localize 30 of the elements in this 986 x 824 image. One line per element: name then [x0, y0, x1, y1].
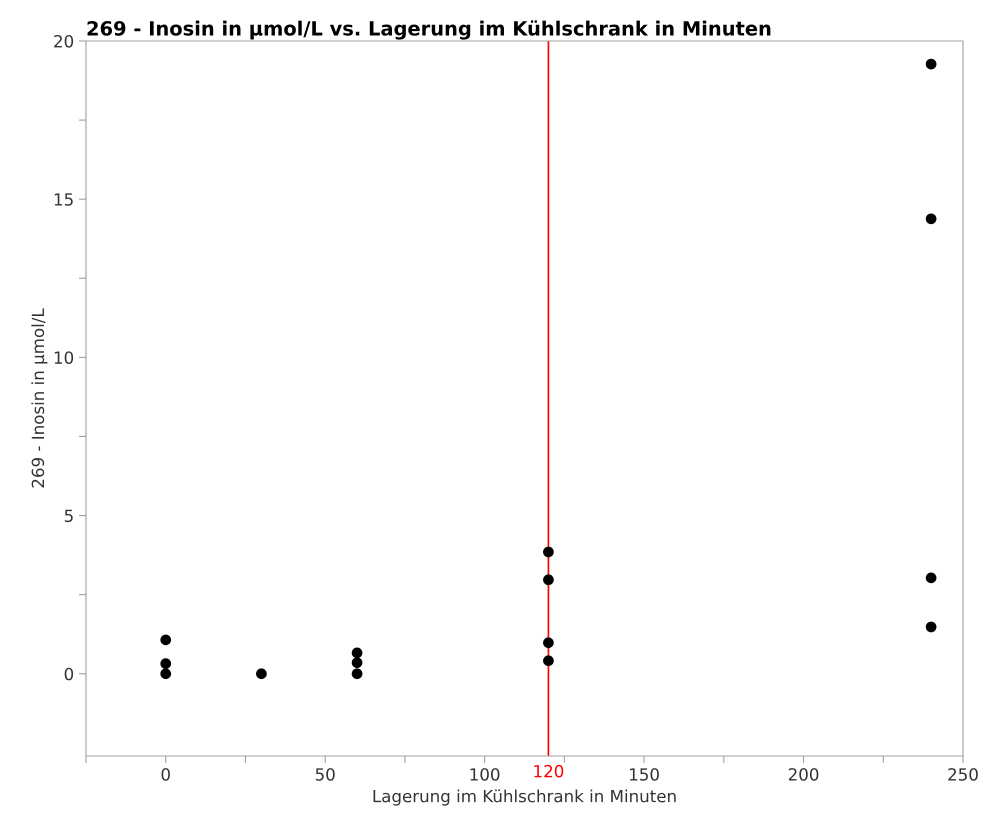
point [926, 572, 936, 584]
x-tick-label: 0 [162, 768, 170, 781]
x-tick-label: 100 [470, 768, 500, 781]
point [160, 658, 172, 669]
y-tick-label: 20 [54, 34, 74, 48]
point [160, 668, 172, 680]
chart-title: 269 - Inosin in µmol/L vs. Lagerung im Kühlschrank in Minuten [88, 20, 770, 40]
point [543, 574, 554, 586]
y-tick-label: 5 [64, 510, 73, 522]
point [352, 668, 362, 680]
point [160, 634, 172, 646]
point [352, 657, 362, 668]
point [926, 58, 936, 70]
x-tick-label: 200 [788, 768, 818, 781]
y-axis-title: 269 - Inosin in µmol/L [31, 308, 48, 488]
point [352, 648, 362, 658]
x-tick-label: 50 [316, 768, 335, 781]
point [926, 213, 936, 224]
point [543, 655, 554, 666]
y-tick-label: 0 [64, 668, 74, 680]
y-tick-label: 15 [54, 193, 73, 206]
point [256, 668, 267, 680]
point [543, 637, 554, 648]
y-tick-label: 10 [54, 351, 74, 364]
ref-line-label: 120 [534, 764, 564, 778]
point [926, 622, 936, 632]
x-axis-title: Lagerung im Kühlschrank in Minuten [374, 789, 676, 806]
x-tick-label: 150 [630, 768, 659, 781]
point [543, 546, 554, 558]
x-tick-label: 250 [948, 768, 978, 781]
